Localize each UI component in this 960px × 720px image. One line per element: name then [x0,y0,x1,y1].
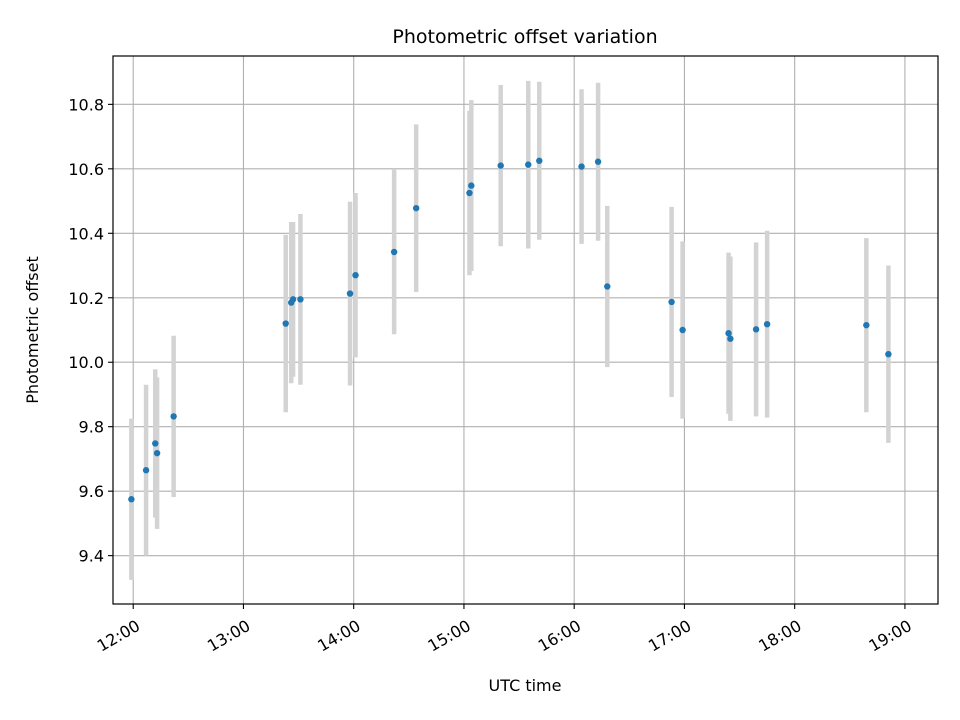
data-point [763,320,771,328]
y-tick-label: 9.4 [79,547,104,566]
data-point [289,296,297,303]
data-point [536,157,543,164]
data-point [282,320,289,327]
data-point [468,182,475,189]
data-point [153,449,161,457]
data-point [346,290,354,297]
data-point [352,272,359,279]
y-tick-label: 10.8 [68,95,104,114]
y-axis-label: Photometric offset [23,256,42,404]
plot-frame [112,55,939,605]
data-point [390,248,398,256]
data-point [727,335,734,342]
data-point [668,298,675,306]
data-points [128,157,892,503]
data-point [752,326,760,333]
data-point [152,440,159,447]
data-point [604,283,611,290]
y-tick-label: 9.8 [79,418,104,437]
chart-title: Photometric offset variation [392,26,657,48]
y-tick-label: 10.0 [68,353,104,372]
y-tick-label: 9.6 [79,482,104,501]
data-point [297,296,304,303]
data-point [497,162,504,169]
data-point [412,204,420,212]
data-point [142,467,150,474]
data-point [525,161,532,168]
data-point [863,321,870,329]
data-point [128,496,135,503]
data-point [466,189,473,197]
data-point [885,350,892,358]
data-point [170,413,177,420]
y-tick-label: 10.2 [68,289,104,308]
data-point [679,326,686,334]
x-axis-label: UTC time [489,676,562,695]
y-tick-label: 10.6 [68,160,104,179]
data-point [725,330,732,337]
y-tick-label: 10.4 [68,224,104,243]
data-point [578,163,585,170]
data-point [594,158,602,165]
